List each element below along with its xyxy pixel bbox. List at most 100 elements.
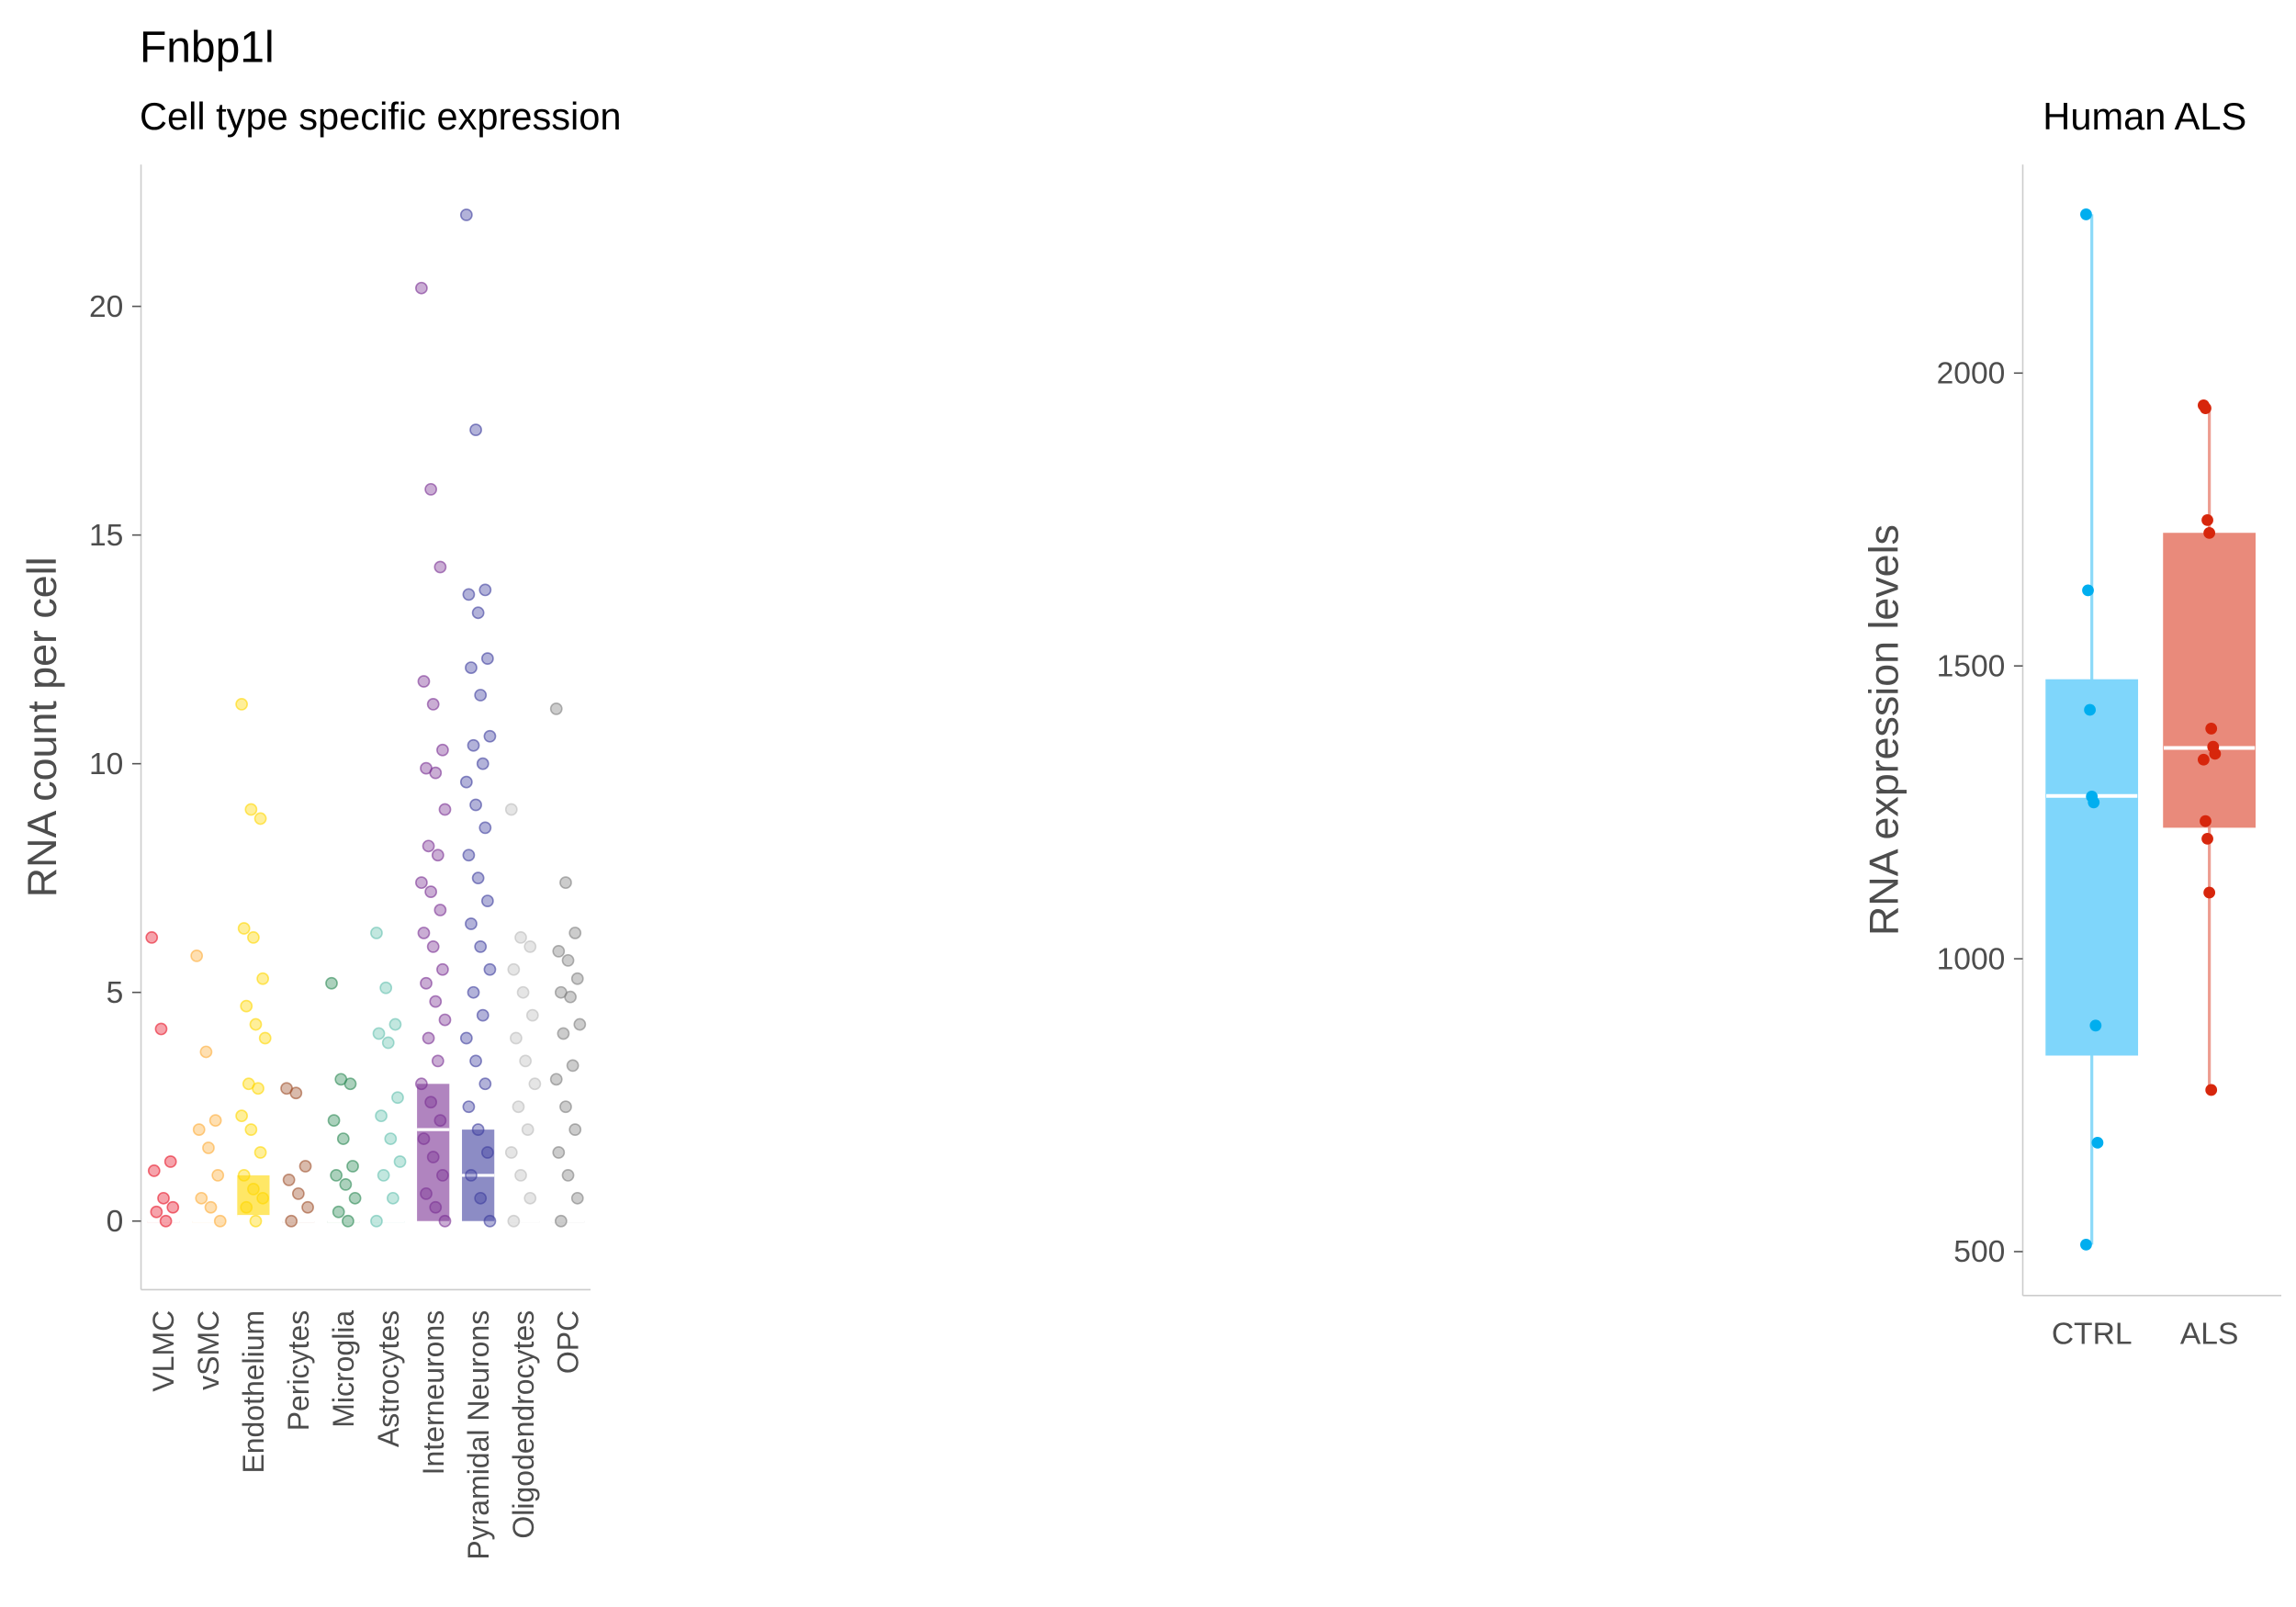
- point: [386, 1191, 400, 1205]
- point: [469, 798, 482, 812]
- point: [465, 1169, 478, 1182]
- point: [467, 738, 480, 752]
- point: [342, 1214, 355, 1228]
- point: [438, 1013, 452, 1027]
- point: [549, 1073, 563, 1086]
- point: [237, 922, 251, 935]
- point: [157, 1191, 170, 1205]
- point: [244, 1123, 258, 1136]
- point: [249, 1017, 263, 1031]
- point: [384, 1132, 398, 1145]
- point: [436, 743, 449, 757]
- point: [462, 588, 476, 601]
- point: [462, 1100, 476, 1114]
- point: [474, 940, 488, 953]
- x-tick-label: Astrocytes: [372, 1310, 405, 1447]
- point: [573, 1017, 587, 1031]
- point: [528, 1077, 542, 1091]
- point: [557, 1027, 570, 1040]
- point: [166, 1200, 180, 1214]
- y-tick-label: 500: [1953, 1235, 2005, 1269]
- point: [247, 1182, 260, 1196]
- point: [433, 560, 447, 574]
- point: [420, 1186, 433, 1200]
- point: [298, 1160, 312, 1173]
- point: [480, 652, 494, 665]
- x-tick-label: Microglia: [327, 1310, 360, 1428]
- point: [465, 661, 478, 674]
- point: [381, 1036, 395, 1050]
- point: [348, 1191, 362, 1205]
- point: [436, 1169, 449, 1182]
- point: [244, 803, 258, 816]
- x-tick-label: VLMC: [147, 1310, 180, 1392]
- point: [483, 1214, 497, 1228]
- point: [343, 1077, 357, 1091]
- point: [252, 1082, 264, 1096]
- point: [523, 940, 537, 953]
- point: [483, 729, 497, 743]
- point: [471, 871, 485, 885]
- point: [426, 1151, 440, 1163]
- point: [159, 1214, 173, 1228]
- point: [431, 848, 445, 862]
- point: [258, 1031, 272, 1045]
- y-tick-label: 15: [89, 519, 123, 553]
- point: [240, 999, 253, 1013]
- point: [2201, 513, 2213, 526]
- point: [429, 766, 443, 780]
- point: [552, 944, 566, 958]
- point: [330, 1169, 343, 1182]
- point: [256, 1191, 270, 1205]
- point: [417, 927, 431, 939]
- y-axis-label: RNA count per cell: [19, 556, 65, 897]
- point: [426, 940, 440, 953]
- point: [568, 927, 582, 939]
- point: [192, 1123, 206, 1136]
- chart-title: Fnbp1l: [140, 23, 275, 72]
- point: [388, 1017, 402, 1031]
- point: [554, 1214, 568, 1228]
- point: [154, 1022, 168, 1036]
- point: [2080, 1238, 2092, 1251]
- point: [379, 981, 393, 995]
- point: [476, 1008, 490, 1022]
- point: [325, 976, 338, 990]
- point: [2203, 886, 2216, 899]
- point: [240, 1200, 253, 1214]
- point: [433, 1114, 447, 1128]
- point: [147, 1164, 161, 1177]
- point: [462, 848, 476, 862]
- point: [2200, 402, 2212, 414]
- point: [429, 995, 443, 1008]
- point: [327, 1114, 341, 1128]
- point: [552, 1146, 566, 1159]
- point: [336, 1132, 350, 1145]
- point: [199, 1045, 213, 1059]
- point: [469, 423, 482, 436]
- point: [561, 1169, 575, 1182]
- box: [237, 1174, 270, 1217]
- box: [2163, 533, 2257, 828]
- point: [417, 1132, 431, 1145]
- point: [417, 675, 431, 688]
- point: [512, 1100, 525, 1114]
- point: [249, 1214, 263, 1228]
- chart-title: Human ALS: [2043, 95, 2246, 138]
- x-tick-label: ALS: [2180, 1318, 2238, 1352]
- point: [467, 985, 480, 999]
- point: [370, 927, 383, 939]
- y-tick-label: 1500: [1937, 649, 2006, 683]
- point: [415, 876, 428, 890]
- point: [433, 904, 447, 916]
- point: [2197, 753, 2210, 766]
- point: [471, 1123, 485, 1136]
- point: [510, 1031, 523, 1045]
- point: [424, 885, 438, 899]
- point: [2209, 747, 2222, 760]
- point: [204, 1200, 218, 1214]
- y-axis-label: RNA expression levels: [1862, 524, 1908, 936]
- point: [438, 803, 452, 816]
- point: [190, 949, 204, 962]
- point: [459, 775, 473, 789]
